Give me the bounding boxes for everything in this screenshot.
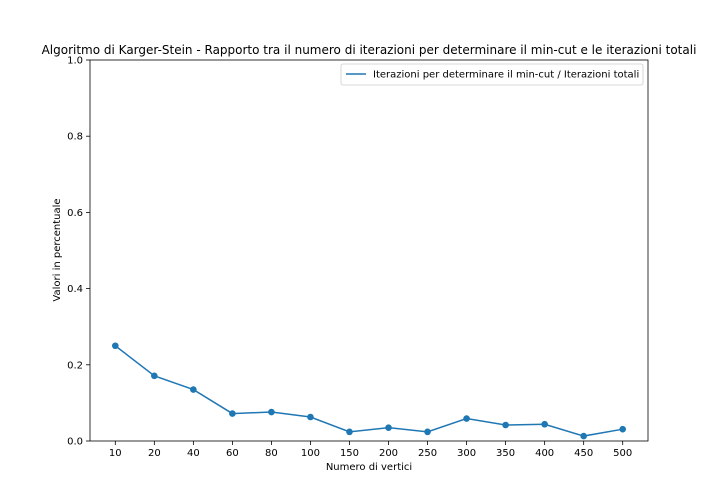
data-point bbox=[541, 420, 548, 428]
y-tick-label: 1.0 bbox=[67, 56, 83, 67]
x-tick-label: 10 bbox=[109, 448, 122, 459]
x-tick-label: 350 bbox=[496, 448, 515, 459]
x-tick-label: 40 bbox=[187, 448, 200, 459]
data-point bbox=[112, 342, 119, 350]
x-tick-label: 100 bbox=[301, 448, 320, 459]
chart-title: Algoritmo di Karger-Stein - Rapporto tra… bbox=[42, 43, 697, 57]
data-point bbox=[307, 413, 314, 421]
x-tick-label: 300 bbox=[457, 448, 476, 459]
x-axis-label: Numero di vertici bbox=[326, 462, 412, 473]
x-tick-label: 250 bbox=[418, 448, 437, 459]
data-point bbox=[190, 386, 197, 393]
y-axis-label: Valori in percentuale bbox=[52, 198, 63, 301]
data-point bbox=[229, 410, 236, 417]
x-tick-label: 150 bbox=[340, 448, 359, 459]
plot-frame bbox=[89, 59, 649, 442]
data-point bbox=[268, 408, 275, 416]
y-tick-label: 0.8 bbox=[67, 132, 83, 143]
data-point bbox=[424, 428, 431, 436]
y-tick-label: 0.6 bbox=[67, 208, 83, 219]
y-tick-label: 0.2 bbox=[67, 360, 83, 371]
y-tick-label: 0.0 bbox=[67, 437, 83, 448]
x-axis-ticks: 10 20 40 60 80 100 150 200 250 300 350 400 450 500 bbox=[109, 441, 632, 459]
x-tick-label: 500 bbox=[613, 448, 632, 459]
data-point bbox=[619, 425, 626, 433]
x-tick-label: 400 bbox=[535, 448, 554, 459]
legend-box bbox=[340, 63, 644, 86]
y-tick-label: 0.4 bbox=[67, 284, 83, 295]
data-point bbox=[502, 421, 509, 429]
legend: Iterazioni per determinare il min-cut / … bbox=[340, 63, 644, 86]
x-tick-label: 200 bbox=[379, 448, 398, 459]
data-point bbox=[580, 432, 587, 440]
series-layer bbox=[112, 342, 626, 440]
x-tick-label: 80 bbox=[265, 448, 278, 459]
data-point bbox=[346, 428, 353, 436]
series-line bbox=[114, 345, 623, 437]
data-point bbox=[151, 372, 158, 380]
x-tick-label: 60 bbox=[226, 448, 239, 459]
data-point bbox=[385, 424, 392, 431]
x-tick-label: 450 bbox=[574, 448, 593, 459]
x-tick-label: 20 bbox=[148, 448, 161, 459]
y-axis-ticks: 0.0 0.2 0.4 0.6 0.8 1.0 bbox=[67, 56, 90, 448]
legend-label: Iterazioni per determinare il min-cut / … bbox=[373, 70, 639, 81]
data-point bbox=[463, 415, 470, 422]
